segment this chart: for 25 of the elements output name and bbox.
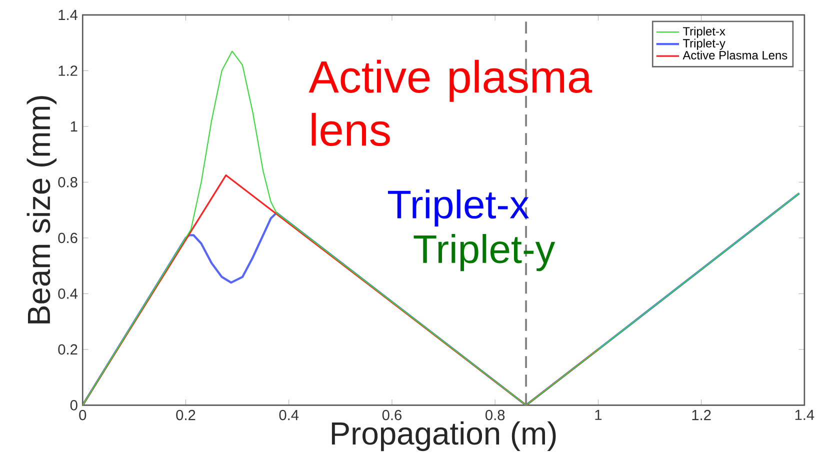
x-tick-label: 0 [79,410,86,420]
x-axis-title: Propagation (m) [332,421,556,452]
x-tick-label: 0.6 [382,410,402,420]
legend-label: Active Plasma Lens [682,50,788,60]
x-tick-label: 1.2 [692,410,711,420]
x-tick-label: 0.2 [176,410,196,420]
annotation: Active plasma lens [308,60,592,146]
y-tick-label: 0.2 [58,344,78,355]
y-axis-title: Beam size (mm) [26,96,57,324]
legend-label: Triplet-y [682,38,726,50]
y-tick-label: 0.6 [58,232,78,244]
x-tick-label: 1.4 [795,410,814,420]
y-tick-label: 1 [70,121,78,132]
y-tick-label: 1.4 [58,10,78,20]
x-tick-label: 0.8 [486,410,505,420]
x-tick-label: 1 [595,410,602,420]
legend-label: Triplet-x [682,26,726,38]
y-tick-label: 0.8 [58,177,78,188]
annotation: Triplet-y [414,234,556,272]
x-tick-label: 0.4 [279,410,299,420]
y-tick-label: 1.2 [58,66,78,76]
line-series [82,50,800,406]
y-tick-label: 0 [70,400,78,410]
y-tick-label: 0.4 [58,288,78,299]
annotation: Triplet-x [388,189,529,227]
